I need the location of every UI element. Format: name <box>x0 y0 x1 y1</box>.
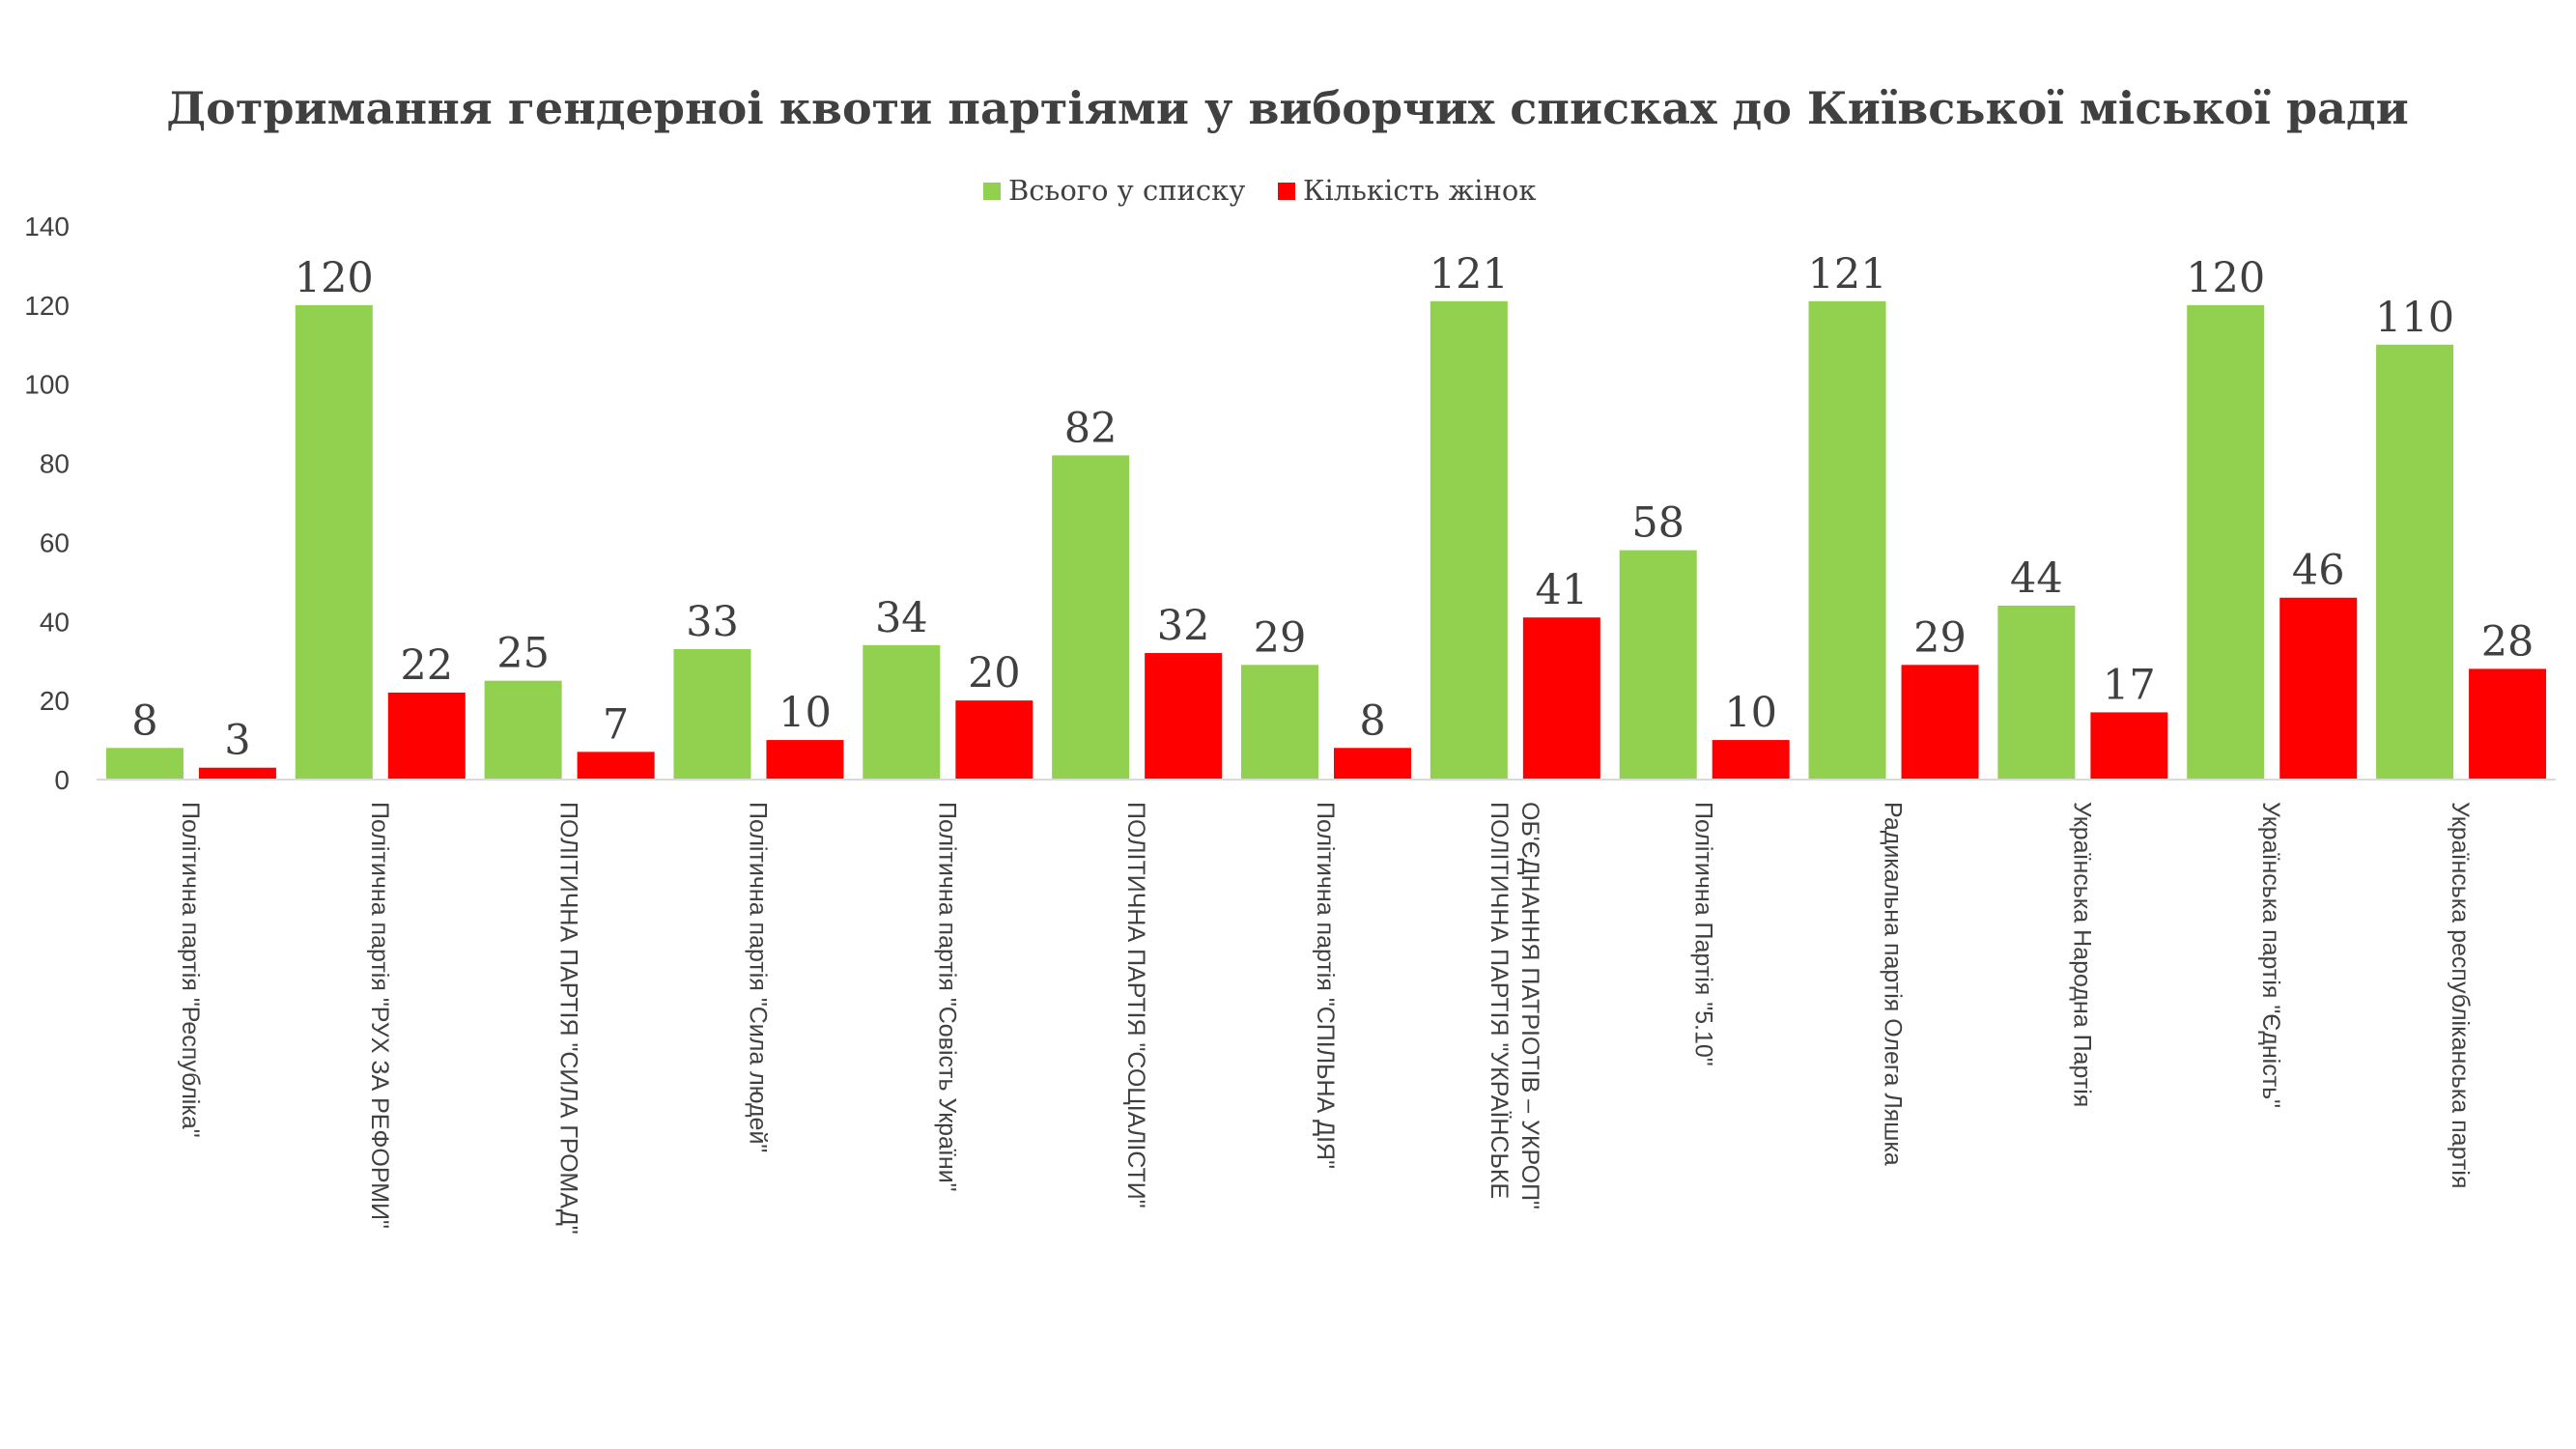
data-label-total: 29 <box>1254 613 1307 662</box>
data-label-total: 110 <box>2375 294 2454 342</box>
bar-women <box>955 700 1033 780</box>
bar-total <box>1997 605 2076 780</box>
x-tick-label: Політична партія "Сила людей" <box>744 802 771 1152</box>
x-tick-label: Українська Народна Партія <box>2068 802 2095 1107</box>
bar-total <box>673 648 751 780</box>
x-tick-label: Політична партія "Республіка" <box>177 802 204 1138</box>
chart-title: Дотримання гендерноі квоти партіями у ви… <box>166 82 2408 134</box>
x-tick-label: ПОЛІТИЧНА ПАРТІЯ "СИЛА ГРОМАД" <box>555 802 582 1235</box>
data-label-women: 7 <box>603 700 629 749</box>
data-label-women: 3 <box>224 717 250 765</box>
data-label-women: 28 <box>2481 617 2534 666</box>
data-label-women: 22 <box>400 641 453 690</box>
data-label-total: 44 <box>2010 554 2063 603</box>
legend-label-total: Всього у списку <box>1008 174 1245 207</box>
data-label-women: 41 <box>1535 566 1588 614</box>
bar-women <box>577 752 655 780</box>
data-label-total: 34 <box>875 594 928 642</box>
data-label-total: 58 <box>1631 499 1684 548</box>
legend-swatch-women <box>1278 183 1295 200</box>
bar-total <box>1430 300 1508 780</box>
bar-total <box>2187 304 2265 780</box>
x-tick-label: ПОЛІТИЧНА ПАРТІЯ "СОЦІАЛІСТИ" <box>1122 802 1149 1208</box>
bar-women <box>198 767 276 780</box>
x-tick-label: ПОЛІТИЧНА ПАРТІЯ "УКРАЇНСЬКЕ ОБ'ЄДНАННЯ П… <box>1486 802 1543 1209</box>
data-label-total: 121 <box>1430 250 1509 298</box>
bar-women <box>1712 740 1790 780</box>
bar-total <box>105 748 184 780</box>
data-label-total: 33 <box>686 598 739 646</box>
data-label-women: 20 <box>968 649 1021 697</box>
data-label-total: 82 <box>1064 404 1118 452</box>
bar-total <box>863 644 941 780</box>
data-label-women: 46 <box>2292 547 2345 595</box>
y-tick-label: 80 <box>40 449 70 479</box>
x-tick-label: Українська партія "Єдність" <box>2257 802 2284 1108</box>
bar-women <box>2469 668 2547 780</box>
data-label-total: 8 <box>131 696 157 745</box>
x-tick-label: Політична Партія "5.10" <box>1690 802 1717 1066</box>
bar-total <box>1241 665 1318 780</box>
data-label-women: 29 <box>1913 613 1967 662</box>
x-tick-label: Політична партія "Совість України" <box>933 802 960 1192</box>
data-label-women: 17 <box>2103 661 2156 709</box>
bar-women <box>1901 665 1979 780</box>
data-label-total: 121 <box>1807 250 1886 298</box>
bar-total <box>1052 455 1130 780</box>
bar-women <box>1145 653 1223 780</box>
data-label-women: 32 <box>1157 602 1210 650</box>
data-label-women: 8 <box>1359 696 1385 745</box>
bar-total <box>295 304 373 780</box>
bar-total <box>1808 300 1886 780</box>
bar-total <box>2376 344 2454 780</box>
x-tick-label: Політична партія "РУХ ЗА РЕФОРМИ" <box>366 802 393 1229</box>
y-tick-label: 140 <box>24 212 70 242</box>
bars <box>105 300 2547 780</box>
data-labels: 8 3 120 22 25 7 33 10 34 20 82 32 29 8 121 41 58 10 121 29 4… <box>131 250 2534 765</box>
data-label-total: 25 <box>496 630 550 678</box>
bar-total <box>1619 550 1697 780</box>
bar-women <box>387 692 466 780</box>
bar-women <box>1334 748 1411 780</box>
data-label-women: 10 <box>778 689 832 737</box>
bar-women <box>766 740 844 780</box>
y-axis: 0 20 40 60 80 100 120 140 <box>24 212 70 795</box>
y-tick-label: 120 <box>24 291 70 321</box>
x-tick-label: Політична партія "СПІЛЬНА ДІЯ" <box>1312 802 1339 1169</box>
legend: Всього у списку Кількість жінок <box>983 174 1537 207</box>
x-tick-label: Радикальна партія Олега Ляшка <box>1880 802 1907 1166</box>
y-tick-label: 0 <box>54 765 70 795</box>
bar-women <box>2279 597 2358 780</box>
data-label-total: 120 <box>295 254 374 302</box>
y-tick-label: 100 <box>24 370 70 400</box>
y-tick-label: 20 <box>40 686 70 716</box>
y-tick-label: 40 <box>40 607 70 637</box>
bar-total <box>484 680 562 780</box>
data-label-women: 10 <box>1724 689 1777 737</box>
y-tick-label: 60 <box>40 527 70 557</box>
bar-women <box>1522 617 1600 780</box>
legend-swatch-total <box>983 183 1001 200</box>
legend-label-women: Кількість жінок <box>1303 174 1537 207</box>
data-label-total: 120 <box>2186 254 2265 302</box>
bar-women <box>2090 712 2168 780</box>
x-tick-label: Українська республіканська партія <box>2447 802 2474 1188</box>
x-axis: Політична партія "Республіка" Політична п… <box>97 779 2556 1235</box>
